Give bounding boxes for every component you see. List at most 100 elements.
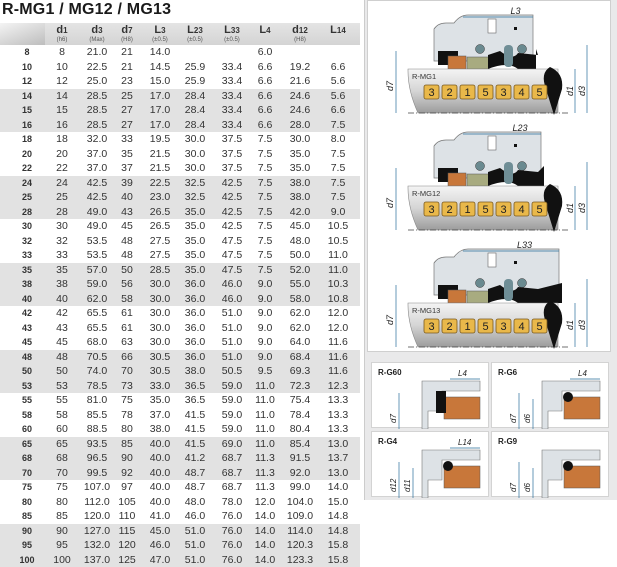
table-cell: 28.0 (280, 119, 320, 131)
table-cell: 14 (42, 90, 82, 102)
row-size-label: 30 (7, 221, 47, 231)
table-cell: 7.5 (245, 264, 285, 276)
column-header-tolerance: (±0.5) (214, 37, 250, 44)
column-header-tolerance: (H8) (109, 37, 145, 44)
table-cell: 55.0 (280, 278, 320, 290)
table-cell: 17.0 (140, 104, 180, 116)
table-cell: 25.9 (175, 75, 215, 87)
part-number: 3 (428, 204, 434, 216)
row-size-label: 38 (7, 279, 47, 289)
table-cell: 26.5 (140, 206, 180, 218)
table-cell: 14.5 (140, 61, 180, 73)
d7-label: d7 (385, 197, 395, 208)
row-size-label: 18 (7, 134, 47, 144)
table-cell: 69.3 (280, 365, 320, 377)
table-cell: 19.2 (280, 61, 320, 73)
column-header-tolerance: (±0.5) (142, 37, 178, 44)
part-number: 1 (464, 87, 470, 99)
part-number: 5 (536, 87, 542, 99)
table-cell: 43 (42, 322, 82, 334)
table-cell: 40.0 (140, 481, 180, 493)
column-header-l14: L14 (320, 24, 356, 37)
table-cell: 12.0 (318, 307, 358, 319)
o-ring (518, 45, 527, 54)
table-cell: 11.0 (245, 394, 285, 406)
o-ring (563, 461, 573, 471)
part-number: 5 (482, 204, 488, 216)
table-cell: 30.5 (140, 351, 180, 363)
table-cell: 30.0 (140, 322, 180, 334)
table-cell: 9.0 (245, 278, 285, 290)
part-number: 5 (482, 87, 488, 99)
table-cell: 36.0 (175, 307, 215, 319)
table-cell: 12 (42, 75, 82, 87)
row-size-label: 45 (7, 337, 47, 347)
table-cell: 20 (42, 148, 82, 160)
table-cell: 7.5 (245, 191, 285, 203)
part-number: 4 (518, 204, 524, 216)
o-ring (476, 45, 485, 54)
table-cell: 30.0 (175, 162, 215, 174)
row-size-label: 25 (7, 192, 47, 202)
table-cell: 28.5 (140, 264, 180, 276)
d1-label: d1 (565, 203, 575, 213)
row-size-label: 55 (7, 395, 47, 405)
table-cell: 6.6 (245, 104, 285, 116)
table-cell: 7.5 (245, 220, 285, 232)
table-cell: 19.5 (140, 133, 180, 145)
table-cell: 41.5 (175, 423, 215, 435)
row-size-label: 35 (7, 265, 47, 275)
table-cell: 24.6 (280, 90, 320, 102)
table-cell: 47.0 (140, 554, 180, 566)
table-cell: 9.0 (245, 322, 285, 334)
table-cell: 13.3 (318, 409, 358, 421)
table-cell: 11.0 (245, 438, 285, 450)
table-cell: 8 (42, 46, 82, 58)
table-cell: 7.5 (318, 177, 358, 189)
seat-ring (448, 290, 466, 303)
row-size-label: 90 (7, 526, 47, 536)
part-number: 2 (446, 321, 452, 333)
dimensions-table: d1(h6)d3(Max)d7(H8)L3(±0.5)L23(±0.5)L33(… (0, 23, 360, 567)
table-cell: 51.0 (175, 554, 215, 566)
column-header-tolerance: (H8) (282, 37, 318, 44)
column-header-tolerance: (h6) (44, 37, 80, 44)
table-cell: 32 (42, 235, 82, 247)
table-cell: 95 (42, 539, 82, 551)
table-cell: 36.5 (175, 394, 215, 406)
table-cell: 35.0 (175, 235, 215, 247)
elastomer-cup (436, 391, 446, 413)
table-cell: 123.3 (280, 554, 320, 566)
row-size-label: 50 (7, 366, 47, 376)
set-screw (488, 253, 496, 267)
table-cell: 18 (42, 133, 82, 145)
table-cell: 11.6 (318, 351, 358, 363)
table-cell: 42 (42, 307, 82, 319)
table-cell: 48.7 (175, 467, 215, 479)
table-cell: 85.4 (280, 438, 320, 450)
table-cell: 35.0 (175, 206, 215, 218)
table-cell: 36.0 (175, 322, 215, 334)
table-cell: 30.0 (140, 293, 180, 305)
row-size-label: 24 (7, 178, 47, 188)
table-cell: 45.0 (280, 220, 320, 232)
table-cell: 48.7 (175, 481, 215, 493)
table-cell: 45 (42, 336, 82, 348)
length-label: L4 (458, 369, 467, 378)
row-size-label: 20 (7, 149, 47, 159)
table-cell: 40 (42, 293, 82, 305)
table-cell: 38.0 (140, 423, 180, 435)
